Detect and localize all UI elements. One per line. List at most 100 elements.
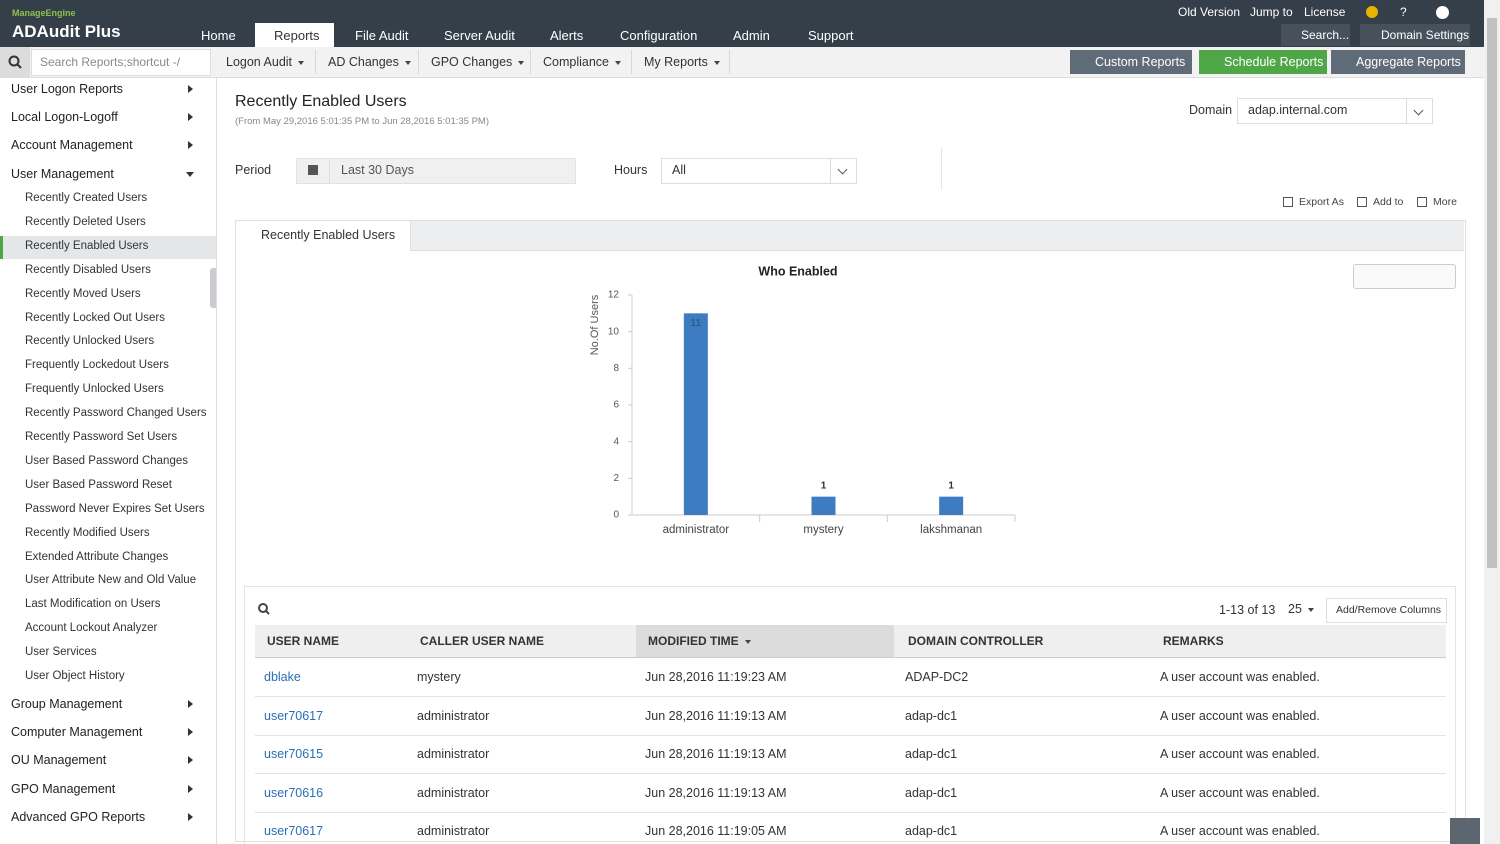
domain-settings-button[interactable] bbox=[1360, 24, 1470, 46]
scroll-thumb[interactable] bbox=[1487, 18, 1497, 568]
column-header[interactable]: CALLER USER NAME bbox=[420, 634, 545, 648]
domain-value[interactable]: adap.internal.com bbox=[1248, 103, 1348, 117]
period-value[interactable]: Last 30 Days bbox=[341, 163, 414, 177]
column-header[interactable]: USER NAME bbox=[267, 634, 340, 648]
column-header[interactable]: DOMAIN CONTROLLER bbox=[908, 634, 1044, 648]
sidebar-group[interactable]: Local Logon-Logoff bbox=[0, 110, 211, 124]
menu[interactable]: Logon Audit bbox=[226, 55, 304, 69]
user-icon[interactable] bbox=[1436, 6, 1449, 19]
sidebar-group[interactable]: User Management bbox=[0, 167, 211, 181]
user-link[interactable]: dblake bbox=[264, 670, 301, 684]
report-tab[interactable] bbox=[236, 221, 411, 251]
sidebar-item[interactable]: User Services bbox=[25, 646, 97, 659]
action-link[interactable]: Export As bbox=[1299, 196, 1344, 208]
sidebar-group[interactable]: GPO Management bbox=[0, 782, 211, 796]
sidebar-item[interactable]: Recently Deleted Users bbox=[25, 215, 146, 228]
sidebar-item[interactable]: Recently Locked Out Users bbox=[25, 311, 165, 324]
top-link[interactable]: Old Version bbox=[1178, 5, 1241, 19]
chart-tools[interactable] bbox=[1353, 264, 1456, 289]
nav-tab[interactable]: Home bbox=[201, 28, 236, 43]
action-icon[interactable] bbox=[1283, 197, 1293, 207]
sidebar-group[interactable]: Computer Management bbox=[0, 725, 211, 739]
search-input[interactable] bbox=[31, 49, 211, 76]
menu[interactable]: Compliance bbox=[543, 55, 621, 69]
y-axis-label: No.Of Users bbox=[589, 294, 601, 355]
menu[interactable]: GPO Changes bbox=[431, 55, 524, 69]
notification-icon[interactable] bbox=[1366, 6, 1378, 18]
toolbar-button[interactable]: Aggregate Reports bbox=[1331, 50, 1465, 74]
action-icon[interactable] bbox=[1357, 197, 1367, 207]
page-size[interactable]: 25 bbox=[1288, 602, 1314, 616]
top-link[interactable]: ? bbox=[1400, 5, 1407, 19]
table-cell: adap-dc1 bbox=[905, 785, 958, 800]
sidebar-item-active[interactable]: Recently Enabled Users bbox=[25, 239, 149, 252]
sidebar-item[interactable]: User Object History bbox=[25, 670, 125, 682]
nav-tab[interactable]: Admin bbox=[733, 28, 770, 43]
column-header[interactable]: REMARKS bbox=[1163, 634, 1224, 648]
action-icon[interactable] bbox=[1417, 197, 1427, 207]
column-header[interactable]: MODIFIED TIME bbox=[648, 634, 751, 648]
toolbar-button[interactable]: Schedule Reports bbox=[1199, 50, 1327, 74]
search-icon-box[interactable] bbox=[0, 47, 30, 77]
add-remove-columns[interactable]: Add/Remove Columns bbox=[1336, 604, 1442, 616]
menu[interactable]: My Reports bbox=[644, 55, 720, 69]
nav-tab[interactable]: Configuration bbox=[620, 28, 698, 43]
sidebar-item[interactable]: Recently Unlocked Users bbox=[25, 335, 155, 348]
sidebar-item[interactable]: User Attribute New and Old Value bbox=[25, 574, 197, 587]
table-search-icon[interactable] bbox=[256, 601, 272, 617]
sidebar-item[interactable]: Frequently Lockedout Users bbox=[25, 359, 169, 372]
sidebar-item[interactable]: Password Never Expires Set Users bbox=[25, 502, 205, 515]
sidebar-item[interactable]: Last Modification on Users bbox=[25, 598, 161, 611]
table-cell: administrator bbox=[417, 747, 490, 761]
user-link[interactable]: user70617 bbox=[264, 708, 324, 723]
search-button[interactable] bbox=[1281, 24, 1350, 46]
sidebar-group[interactable]: Group Management bbox=[0, 697, 211, 711]
nav-tab[interactable]: Server Audit bbox=[444, 28, 515, 43]
sidebar-item[interactable]: Recently Moved Users bbox=[25, 287, 141, 300]
sidebar-item[interactable]: Account Lockout Analyzer bbox=[25, 622, 158, 635]
action-link[interactable]: Add to bbox=[1373, 196, 1404, 208]
user-link[interactable]: user70617 bbox=[264, 824, 324, 838]
data-label: 1 bbox=[821, 480, 827, 491]
hours-value[interactable]: All bbox=[672, 163, 686, 177]
search-link[interactable]: Search... bbox=[1301, 28, 1350, 42]
user-link[interactable]: user70615 bbox=[264, 747, 324, 761]
period-label: Period bbox=[235, 163, 272, 177]
sidebar-group[interactable]: Account Management bbox=[0, 138, 211, 152]
nav-tab[interactable]: Support bbox=[808, 28, 854, 43]
search-placeholder[interactable]: Search Reports;shortcut -/ bbox=[40, 55, 181, 69]
sidebar-group[interactable]: Advanced GPO Reports bbox=[0, 810, 211, 824]
sidebar-item[interactable]: Recently Password Changed Users bbox=[25, 407, 207, 420]
sidebar-item[interactable]: Frequently Unlocked Users bbox=[25, 383, 164, 396]
sidebar-item[interactable]: Recently Password Set Users bbox=[25, 431, 178, 443]
sidebar-item[interactable]: User Based Password Reset bbox=[25, 478, 173, 491]
sidebar-item[interactable]: Extended Attribute Changes bbox=[25, 550, 169, 563]
sidebar-group[interactable]: User Logon Reports bbox=[0, 82, 211, 96]
add-remove-box[interactable] bbox=[1326, 598, 1447, 623]
top-link[interactable]: License bbox=[1304, 5, 1346, 19]
scrollbar[interactable] bbox=[1484, 0, 1500, 844]
toolbar-button[interactable]: Custom Reports bbox=[1070, 50, 1192, 74]
chat-button[interactable] bbox=[1450, 818, 1480, 844]
sidebar-group[interactable]: OU Management bbox=[0, 753, 211, 767]
domain-select[interactable] bbox=[1237, 98, 1433, 124]
user-link[interactable]: user70616 bbox=[264, 785, 324, 800]
table-cell: Jun 28,2016 11:19:13 AM bbox=[645, 708, 787, 723]
hours-select[interactable] bbox=[661, 158, 857, 184]
period-input[interactable] bbox=[296, 158, 576, 184]
action-link[interactable]: More bbox=[1433, 196, 1457, 208]
sidebar-item[interactable]: Recently Disabled Users bbox=[25, 263, 151, 276]
sidebar-collapse[interactable] bbox=[210, 268, 216, 308]
menu-separator bbox=[530, 50, 531, 74]
nav-tab[interactable]: File Audit bbox=[355, 28, 409, 43]
nav-tab[interactable]: Alerts bbox=[550, 28, 584, 43]
active-tab-bg[interactable] bbox=[255, 23, 334, 47]
report-tab-label[interactable]: Recently Enabled Users bbox=[261, 228, 396, 242]
top-link[interactable]: Jump to bbox=[1250, 5, 1293, 19]
domain-settings[interactable]: Domain Settings bbox=[1381, 28, 1470, 42]
sidebar-item[interactable]: User Based Password Changes bbox=[25, 454, 188, 467]
menu[interactable]: AD Changes bbox=[328, 55, 411, 69]
sidebar-item[interactable]: Recently Created Users bbox=[25, 192, 148, 204]
nav-tab-active[interactable]: Reports bbox=[274, 28, 320, 43]
sidebar-item[interactable]: Recently Modified Users bbox=[25, 526, 150, 539]
